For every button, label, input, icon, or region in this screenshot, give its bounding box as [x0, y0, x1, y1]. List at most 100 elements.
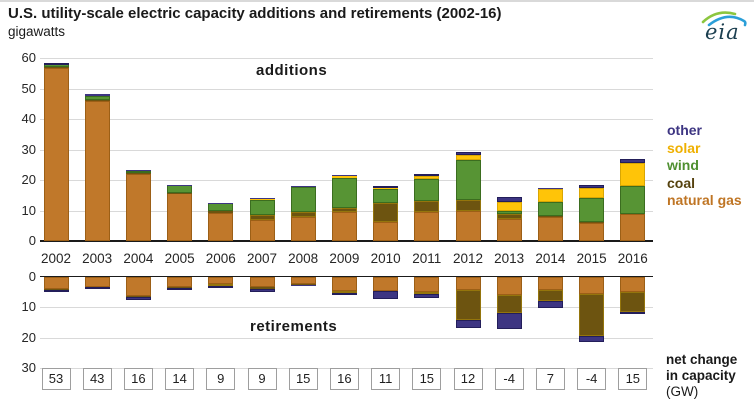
additions-ytick-20: 20: [21, 172, 36, 187]
year-label-2010: 2010: [370, 251, 401, 266]
bar-segment-additions-2002-other: [43, 62, 69, 65]
bar-segment-additions-2010-other: [373, 186, 399, 189]
additions-ytick-60: 60: [21, 50, 36, 65]
bar-segment-retirements-2016-natural-gas: [620, 276, 646, 292]
year-label-2006: 2006: [205, 251, 236, 266]
bar-segment-additions-2012-natural-gas: [455, 211, 481, 241]
bar-segment-retirements-2010-other: [373, 291, 399, 299]
year-label-2011: 2011: [412, 251, 442, 266]
bar-segment-retirements-2004-other: [125, 297, 151, 300]
year-label-2008: 2008: [288, 251, 319, 266]
retirements-ytick-0: 0: [28, 268, 36, 284]
bar-segment-additions-2008-wind: [290, 186, 316, 213]
chart-title: U.S. utility-scale electric capacity add…: [8, 5, 502, 22]
bar-segment-additions-2011-natural-gas: [414, 212, 440, 241]
bar-segment-additions-2010-solar: [373, 188, 399, 190]
bar-segment-additions-2010-wind: [373, 189, 399, 204]
bar-segment-additions-2015-solar: [579, 187, 605, 198]
bar-segment-retirements-2011-other: [414, 293, 440, 298]
bar-segment-additions-2011-other: [414, 173, 440, 177]
bar-segment-additions-2015-wind: [579, 197, 605, 223]
bar-segment-additions-2010-natural-gas: [373, 222, 399, 241]
bar-segment-additions-2007-solar: [249, 198, 275, 200]
bar-segment-additions-2012-wind: [455, 160, 481, 201]
bar-segment-retirements-2005-coal: [167, 286, 193, 288]
net-change-box-2006: 9: [206, 367, 236, 390]
bar-segment-additions-2005-wind: [167, 185, 193, 193]
bar-segment-retirements-2015-other: [579, 335, 605, 342]
net-change-box-2012: 12: [453, 367, 483, 390]
net-change-box-2005: 14: [165, 367, 195, 390]
bar-segment-additions-2004-wind: [125, 171, 151, 174]
net-change-box-2003: 43: [82, 367, 112, 390]
bar-segment-additions-2008-natural-gas: [290, 216, 316, 241]
legend-item-other: other: [667, 122, 702, 138]
retirements-gridline-20: [40, 337, 653, 339]
bar-segment-additions-2006-other: [208, 202, 234, 204]
net-change-caption: net change in capacity (GW): [666, 352, 737, 400]
bar-segment-retirements-2008-natural-gas: [290, 276, 316, 284]
bar-segment-additions-2013-coal: [496, 214, 522, 219]
year-label-2016: 2016: [617, 251, 648, 266]
bar-segment-additions-2005-coal: [167, 192, 193, 194]
bar-segment-retirements-2012-coal: [455, 289, 481, 321]
bar-segment-retirements-2016-coal: [620, 291, 646, 312]
year-label-2002: 2002: [40, 251, 72, 266]
bar-segment-retirements-2004-natural-gas: [125, 276, 151, 297]
additions-gridline-30: [40, 149, 653, 151]
bar-segment-retirements-2002-coal: [43, 288, 69, 290]
bar-segment-additions-2016-other: [620, 158, 646, 164]
retirements-ytick-10: 10: [21, 299, 36, 314]
bar-segment-retirements-2008-coal: [290, 283, 316, 286]
bar-segment-retirements-2003-natural-gas: [84, 276, 110, 287]
bar-segment-additions-2016-wind: [620, 186, 646, 214]
bar-segment-retirements-2014-coal: [537, 289, 563, 301]
retirements-ytick-30: 30: [21, 360, 36, 375]
bar-segment-retirements-2005-other: [167, 287, 193, 291]
bar-segment-additions-2014-wind: [537, 201, 563, 217]
net-change-box-2011: 15: [412, 367, 442, 390]
bar-segment-additions-2012-solar: [455, 154, 481, 161]
net-change-box-2007: 9: [247, 367, 277, 390]
bar-segment-additions-2011-coal: [414, 201, 440, 213]
bar-segment-additions-2002-natural-gas: [43, 67, 69, 241]
bar-segment-retirements-2011-natural-gas: [414, 276, 440, 292]
year-label-2015: 2015: [576, 251, 607, 266]
bar-segment-retirements-2010-natural-gas: [373, 276, 399, 291]
bar-segment-retirements-2005-natural-gas: [167, 276, 193, 287]
year-label-2003: 2003: [82, 251, 113, 266]
bar-segment-retirements-2013-natural-gas: [496, 276, 522, 296]
retirements-label: retirements: [250, 318, 338, 335]
bar-segment-retirements-2004-coal: [125, 296, 151, 298]
bar-segment-additions-2009-coal: [331, 208, 357, 212]
net-change-box-2002: 53: [41, 367, 71, 390]
additions-ytick-0: 0: [28, 233, 36, 248]
bar-segment-retirements-2012-other: [455, 320, 481, 329]
bar-segment-retirements-2014-other: [537, 300, 563, 308]
legend-item-coal: coal: [667, 174, 696, 191]
chart-subtitle: gigawatts: [8, 24, 66, 39]
legend-item-solar: solar: [667, 139, 701, 156]
net-change-box-2013: -4: [494, 367, 524, 390]
bar-segment-retirements-2016-other: [620, 311, 646, 314]
bar-segment-additions-2014-natural-gas: [537, 216, 563, 241]
year-label-2007: 2007: [246, 251, 278, 266]
net-change-caption-line-1: net change: [666, 352, 738, 367]
bar-segment-additions-2009-natural-gas: [331, 211, 357, 241]
bar-segment-retirements-2015-natural-gas: [579, 276, 605, 294]
top-divider: [0, 0, 754, 2]
legend-item-natural-gas: natural gas: [667, 192, 742, 208]
bar-segment-additions-2007-wind: [249, 199, 275, 216]
bar-segment-retirements-2007-coal: [249, 287, 275, 289]
bar-segment-retirements-2009-natural-gas: [331, 276, 357, 291]
bar-segment-additions-2013-wind: [496, 211, 522, 215]
bar-segment-retirements-2013-coal: [496, 295, 522, 314]
bar-segment-additions-2013-solar: [496, 202, 522, 212]
bar-segment-additions-2009-other: [331, 174, 357, 177]
bar-segment-additions-2007-other: [249, 197, 275, 199]
bar-segment-additions-2002-wind: [43, 64, 69, 67]
additions-gridline-50: [40, 88, 653, 90]
bar-segment-additions-2007-natural-gas: [249, 219, 275, 241]
bar-segment-additions-2015-coal: [579, 222, 605, 224]
additions-ytick-40: 40: [21, 111, 36, 126]
